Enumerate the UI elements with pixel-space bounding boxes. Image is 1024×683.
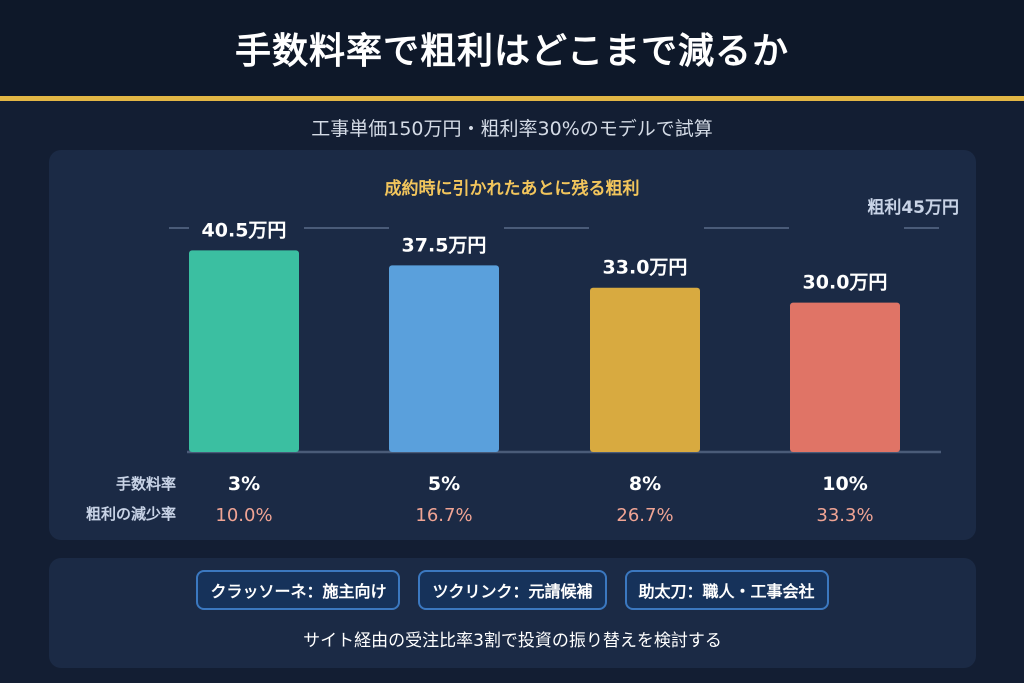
fee-rate-label: 3%	[228, 473, 260, 495]
page-title: 手数料率で粗利はどこまで減るか	[235, 31, 789, 72]
footer-note: サイト経由の受注比率3割で投資の振り替えを検討する	[303, 631, 722, 651]
tag-sukedachi: 助太刀：職人・工事会社	[624, 570, 829, 610]
page-subtitle: 工事単価150万円・粗利率30%のモデルで試算	[311, 118, 713, 140]
tag-tsukulink: ツクリンク：元請候補	[418, 570, 607, 610]
fee-rate-label: 10%	[822, 473, 867, 495]
bar	[590, 287, 700, 452]
reduction-rate-label: 10.0%	[215, 505, 272, 526]
reference-label: 粗利45万円	[867, 197, 959, 218]
header-divider	[0, 96, 1024, 101]
tag-crassone: クラッソーネ：施主向け	[196, 570, 401, 610]
bar-value-label: 33.0万円	[603, 257, 688, 279]
reduction-rate-label: 26.7%	[616, 505, 673, 526]
bar-value-label: 40.5万円	[202, 219, 287, 241]
platform-tags: クラッソーネ：施主向け ツクリンク：元請候補 助太刀：職人・工事会社	[49, 570, 976, 610]
bar	[389, 265, 499, 452]
reduction-row-label: 粗利の減少率	[86, 505, 176, 523]
bar	[189, 250, 299, 452]
reduction-rate-label: 16.7%	[415, 505, 472, 526]
bar-value-label: 30.0万円	[803, 272, 888, 294]
bar	[790, 302, 900, 452]
fee-rate-row-label: 手数料率	[116, 475, 176, 493]
fee-rate-label: 8%	[629, 473, 661, 495]
chart-panel: 成約時に引かれたあとに残る粗利粗利45万円 40.5万円 3% 10.0% 37.5万円…	[49, 150, 976, 540]
fee-rate-label: 5%	[428, 473, 460, 495]
bar-value-label: 37.5万円	[402, 234, 487, 256]
chart-title: 成約時に引かれたあとに残る粗利	[385, 178, 640, 199]
header: 手数料率で粗利はどこまで減るか	[0, 0, 1024, 96]
platform-panel: クラッソーネ：施主向け ツクリンク：元請候補 助太刀：職人・工事会社 サイト経由…	[49, 558, 976, 668]
reduction-rate-label: 33.3%	[816, 505, 873, 526]
